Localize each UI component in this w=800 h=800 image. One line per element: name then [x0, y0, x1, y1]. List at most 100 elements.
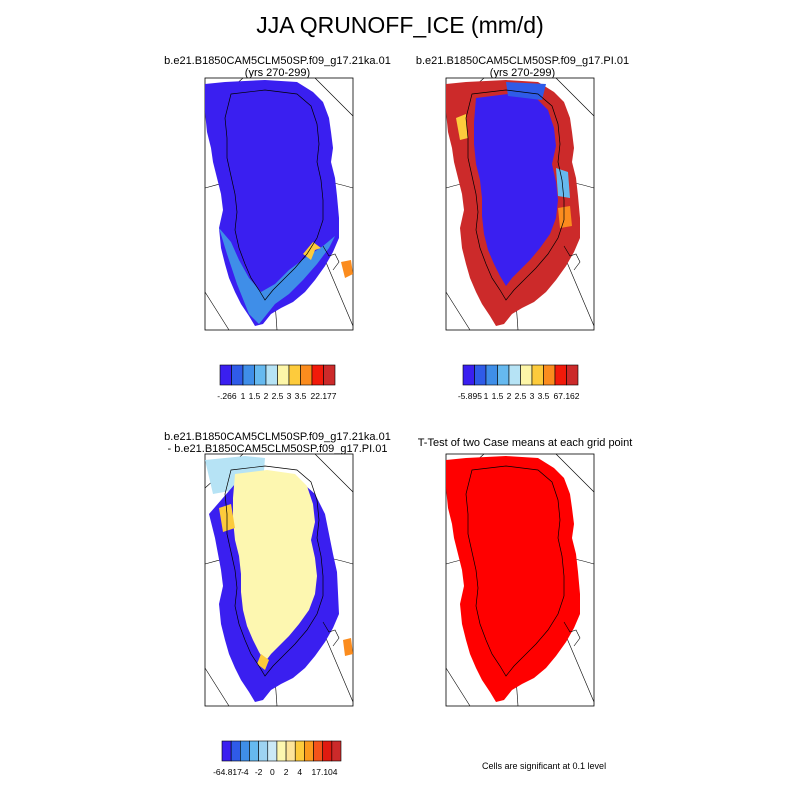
coastline-tr — [465, 89, 565, 301]
graticule-line-tr-5 — [445, 291, 471, 331]
runoff-zone-tr-east — [556, 168, 570, 198]
colorbar-tl-swatch — [323, 364, 336, 386]
colorbar-tr-swatch — [543, 364, 556, 386]
colorbar-tl-label: 1.5 — [248, 391, 261, 401]
graticule-line-tl-5 — [204, 291, 230, 331]
ice-field-bl — [233, 470, 317, 662]
colorbar-bl-swatch — [313, 740, 323, 762]
colorbar-bl-swatch — [258, 740, 269, 762]
coastline-detail-tl — [322, 245, 340, 271]
panel-title-tl-line2: (yrs 270-299) — [244, 67, 311, 79]
panel-title-bl: b.e21.B1850CAM5CLM50SP.f09_g17.21ka.01 -… — [160, 431, 395, 455]
panel-title-tr: b.e21.B1850CAM5CLM50SP.f09_g17.PI.01 (yr… — [405, 55, 640, 79]
colorbar-bl-swatch — [221, 740, 232, 762]
colorbar-tr-swatch — [508, 364, 521, 386]
colorbar-tl — [219, 364, 336, 386]
graticule-line-tl-4 — [324, 259, 354, 327]
colorbar-bl-swatch — [304, 740, 314, 762]
colorbar-tl-swatch — [311, 364, 324, 386]
graticule-line-bl-4 — [324, 635, 354, 703]
colorbar-tr — [462, 364, 579, 386]
colorbar-tl-swatch — [219, 364, 232, 386]
colorbar-bl-label: 2 — [283, 767, 289, 777]
colorbar-tr-swatch — [462, 364, 475, 386]
colorbar-tr-swatch — [485, 364, 498, 386]
panel-title-tr-line1: b.e21.B1850CAM5CLM50SP.f09_g17.PI.01 — [415, 55, 630, 67]
colorbar-tl-swatch — [231, 364, 244, 386]
colorbar-tr-label: -5.895 — [457, 391, 482, 401]
graticule-line-tr-2 — [555, 77, 595, 117]
colorbar-tr-swatch — [531, 364, 544, 386]
page-title: JJA QRUNOFF_ICE (mm/d) — [256, 12, 544, 38]
colorbar-tr-label: 3.5 — [537, 391, 550, 401]
colorbar-tr-swatch — [474, 364, 487, 386]
colorbar-bl-label: 0 — [269, 767, 275, 777]
runoff-zone-tl-east — [303, 242, 321, 260]
colorbar-bl-label: -2 — [254, 767, 263, 777]
coastline-detail-bl — [322, 621, 340, 647]
colorbar-bl-swatch — [267, 740, 278, 762]
colorbar-tl-swatch — [242, 364, 255, 386]
map-panel-tr — [445, 77, 595, 331]
graticule-line-bl-5 — [204, 667, 230, 707]
runoff-zone-tr-west — [456, 114, 468, 140]
panel-title-tr-line2: (yrs 270-299) — [489, 67, 556, 79]
colorbar-bl-swatch — [276, 740, 287, 762]
colorbar-tl-swatch — [254, 364, 267, 386]
colorbar-bl — [221, 740, 342, 762]
colorbar-tl-label: 1 — [240, 391, 246, 401]
coastline-tl — [224, 89, 324, 301]
panel-title-tl: b.e21.B1850CAM5CLM50SP.f09_g17.21ka.01 (… — [160, 55, 395, 79]
colorbar-bl-swatch — [331, 740, 342, 762]
coastline-detail-tr — [563, 245, 581, 271]
runoff-zone-bl-south — [257, 654, 269, 670]
map-panel-br — [445, 453, 595, 707]
ice-field-tr — [474, 94, 558, 286]
colorbar-bl-label: -4 — [241, 767, 249, 777]
map-panel-tl — [204, 77, 354, 331]
colorbar-tr-label: 3 — [529, 391, 535, 401]
graticule-line-bl-2 — [314, 453, 354, 493]
panel-title-bl-line2: - b.e21.B1850CAM5CLM50SP.f09_g17.PI.01 — [167, 443, 388, 455]
runoff-zone-tl-edge — [341, 260, 353, 278]
colorbar-tr-swatch — [566, 364, 579, 386]
colorbar-bl-label: 17.104 — [311, 767, 338, 777]
colorbar-tl-label: 2.5 — [271, 391, 284, 401]
map-panel-bl — [204, 453, 354, 707]
runoff-zone-tr-east2 — [558, 206, 572, 228]
colorbar-bl-swatch — [240, 740, 250, 762]
colorbar-tr-label: 1.5 — [491, 391, 504, 401]
colorbar-tl-label: -.266 — [217, 391, 237, 401]
significant-cells-br — [446, 456, 580, 702]
panel-title-tl-line1: b.e21.B1850CAM5CLM50SP.f09_g17.21ka.01 — [164, 55, 391, 67]
colorbar-tl-swatch — [265, 364, 278, 386]
colorbar-tr-label: 2.5 — [514, 391, 527, 401]
colorbar-tr-swatch — [554, 364, 567, 386]
colorbar-tl-label: 2 — [263, 391, 269, 401]
graticule-line-tl-2 — [314, 77, 354, 117]
coastline-detail-br — [563, 621, 581, 647]
colorbar-tl-swatch — [300, 364, 313, 386]
colorbar-tr-label: 67.162 — [553, 391, 580, 401]
runoff-zone-tl-south — [219, 228, 335, 324]
colorbar-tl-label: 22.177 — [310, 391, 337, 401]
panel-title-br: T-Test of two Case means at each grid po… — [400, 437, 650, 449]
colorbar-tr-swatch — [497, 364, 510, 386]
colorbar-tl-swatch — [288, 364, 301, 386]
panel-title-bl-line1: b.e21.B1850CAM5CLM50SP.f09_g17.21ka.01 — [164, 431, 391, 443]
graticule-line-br-5 — [445, 667, 471, 707]
graticule-line-br-2 — [555, 453, 595, 493]
colorbar-tr-label: 2 — [506, 391, 512, 401]
significance-note: Cells are significant at 0.1 level — [482, 761, 607, 771]
runoff-zone-tr-north — [506, 82, 546, 100]
colorbar-bl-label: 4 — [297, 767, 303, 777]
colorbar-tl-label: 3 — [286, 391, 292, 401]
panel-title-br-line1: T-Test of two Case means at each grid po… — [417, 437, 633, 449]
graticule-line-tr-4 — [565, 259, 595, 327]
coastline-bl — [224, 465, 324, 677]
colorbar-bl-swatch — [294, 740, 305, 762]
colorbar-tr-label: 1 — [483, 391, 489, 401]
colorbar-tr-swatch — [520, 364, 533, 386]
colorbar-bl-swatch — [322, 740, 333, 762]
colorbar-tl-label: 3.5 — [294, 391, 307, 401]
